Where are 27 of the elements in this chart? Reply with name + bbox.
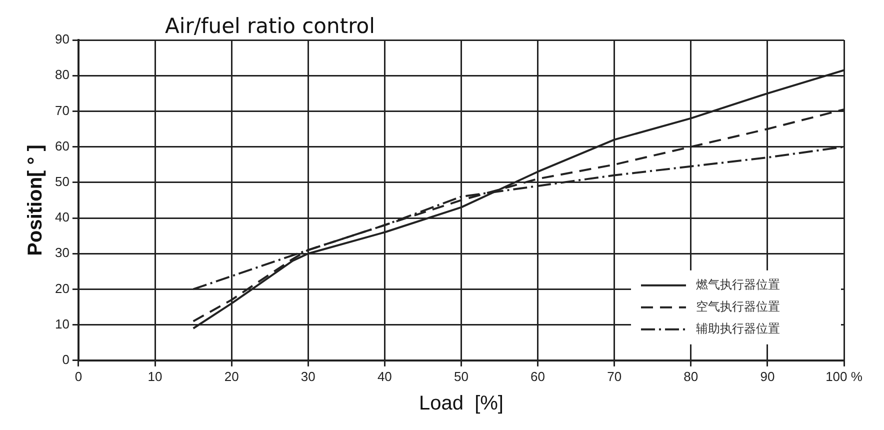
y-tick-label: 40 bbox=[54, 210, 70, 225]
x-tick-label: 50 bbox=[454, 368, 468, 384]
x-tick-label: 0 bbox=[74, 368, 82, 384]
chart-title: Air/fuel ratio control bbox=[165, 14, 375, 38]
y-tick-label: 30 bbox=[54, 245, 70, 260]
x-tick-label: 20 bbox=[224, 368, 239, 384]
x-tick-label: 100 % bbox=[826, 368, 863, 384]
x-tick-label: 90 bbox=[760, 368, 775, 384]
y-tick-label: 80 bbox=[54, 67, 70, 82]
y-tick-label: 50 bbox=[54, 174, 70, 189]
y-axis-title: Position[ ° ] bbox=[24, 144, 47, 256]
x-tick-label: 10 bbox=[148, 368, 162, 384]
y-tick-label: 70 bbox=[54, 102, 70, 118]
x-tick-label: 80 bbox=[684, 368, 698, 384]
x-axis-title: Load [%] bbox=[418, 392, 504, 415]
y-tick-label: 0 bbox=[62, 352, 70, 367]
legend-label: 燃气执行器位置 bbox=[696, 278, 780, 292]
y-tick-label: 90 bbox=[54, 32, 70, 47]
y-tick-label: 20 bbox=[54, 280, 70, 296]
y-tick-label: 10 bbox=[54, 316, 70, 332]
x-tick-label: 30 bbox=[300, 368, 316, 384]
x-tick-label: 40 bbox=[377, 368, 392, 384]
legend-label: 辅助执行器位置 bbox=[696, 322, 780, 336]
legend-label: 空气执行器位置 bbox=[696, 300, 780, 314]
y-tick-label: 60 bbox=[54, 138, 70, 154]
x-tick-label: 70 bbox=[607, 368, 622, 384]
x-tick-label: 60 bbox=[530, 368, 546, 384]
